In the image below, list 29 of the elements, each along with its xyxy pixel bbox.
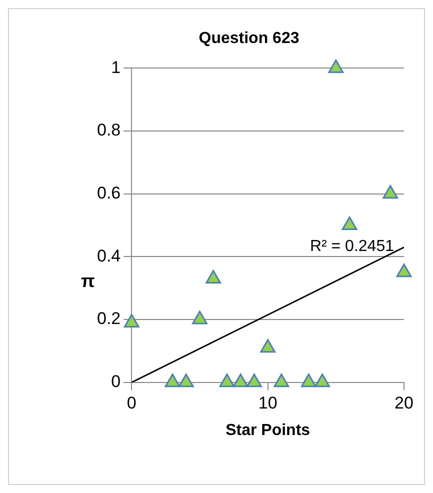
- point: [246, 374, 262, 388]
- point: [396, 264, 412, 278]
- x-tick-label: 0: [126, 393, 136, 412]
- y-tick-label: 1: [111, 58, 121, 77]
- point: [206, 270, 222, 284]
- annotation: R² = 0.2451: [310, 238, 394, 256]
- point: [124, 314, 140, 328]
- chart-title: Question 623: [198, 30, 300, 48]
- x-tick-label: 20: [394, 393, 414, 412]
- y-tick-label: 0: [111, 372, 121, 392]
- y-axis-title: π: [81, 271, 95, 292]
- point: [300, 374, 316, 388]
- y-tick-label: 0.4: [96, 246, 121, 266]
- y-tick-label: 0.2: [96, 309, 121, 328]
- point: [342, 216, 358, 230]
- point: [178, 374, 194, 388]
- y-tick-label: 0.6: [96, 184, 121, 203]
- point: [260, 339, 276, 353]
- point: [164, 374, 180, 388]
- point: [328, 59, 344, 73]
- point: [382, 185, 398, 199]
- y-tick-label: 0.8: [96, 120, 121, 140]
- point: [192, 310, 208, 324]
- x-tick-label: 10: [258, 393, 278, 412]
- point: [274, 374, 290, 388]
- x-axis-title: Star Points: [226, 422, 310, 439]
- point: [232, 374, 248, 388]
- point: [314, 374, 330, 388]
- point: [219, 374, 235, 388]
